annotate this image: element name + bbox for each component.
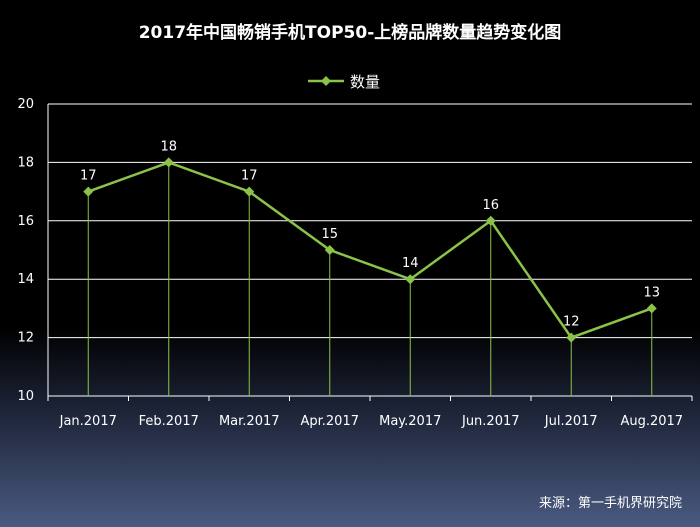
x-tick-label: Jan.2017: [59, 414, 117, 429]
data-label: 12: [563, 315, 580, 330]
data-point: [163, 157, 174, 168]
y-tick-label: 12: [17, 331, 34, 346]
legend: 数量: [308, 70, 380, 92]
data-label: 14: [402, 256, 419, 271]
x-tick-label: Apr.2017: [300, 414, 359, 429]
y-tick-label: 20: [17, 97, 34, 112]
data-label: 17: [241, 169, 258, 184]
legend-marker-icon: [308, 76, 344, 86]
data-label: 18: [160, 139, 177, 154]
series-line: [87, 161, 653, 340]
x-tick-label: Mar.2017: [219, 414, 280, 429]
axes: 10 12 14 16 18 20 Jan.2017 Feb.2017 Mar.2017 Apr.…: [17, 97, 693, 429]
y-tick-label: 16: [17, 214, 34, 229]
legend-label: 数量: [350, 72, 381, 91]
chart-title: 2017年中国畅销手机TOP50-上榜品牌数量趋势变化图: [138, 23, 562, 43]
data-point: [324, 245, 335, 255]
data-point: [566, 332, 577, 343]
data-point: [244, 186, 255, 197]
source-note: 来源：第一手机界研究院: [538, 496, 682, 511]
data-label: 17: [80, 169, 97, 184]
drop-lines: [87, 162, 653, 396]
series-layer: [83, 157, 657, 343]
data-point: [83, 186, 94, 197]
y-tick-label: 14: [17, 272, 34, 287]
x-tick-label: Feb.2017: [139, 414, 199, 429]
y-tick-label: 10: [17, 389, 34, 404]
data-point: [646, 303, 657, 314]
x-tick-label: May.2017: [379, 414, 441, 429]
labels-layer: 17 18 17 15 14 16 12 13: [80, 139, 660, 329]
data-label: 15: [321, 227, 338, 242]
data-label: 13: [643, 285, 660, 300]
y-tick-label: 18: [17, 155, 34, 170]
data-point: [405, 274, 416, 285]
x-tick-label: Jun.2017: [461, 414, 520, 429]
data-label: 16: [482, 198, 499, 213]
x-tick-label: Jul.2017: [544, 414, 598, 429]
data-point: [485, 215, 496, 226]
x-tick-label: Aug.2017: [620, 414, 683, 429]
grid-lines: [48, 103, 692, 339]
